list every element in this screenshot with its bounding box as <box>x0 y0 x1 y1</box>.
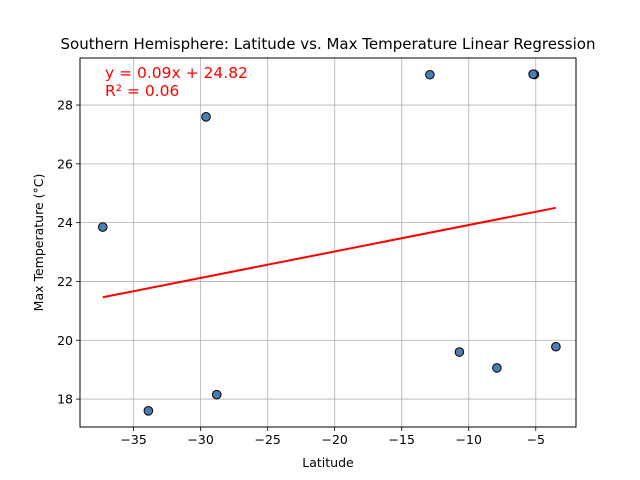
chart-title: Southern Hemisphere: Latitude vs. Max Te… <box>61 35 596 53</box>
x-tick-label: −25 <box>254 432 280 447</box>
x-tick-label: −15 <box>389 432 415 447</box>
x-tick-label: −30 <box>187 432 213 447</box>
x-ticks: −35 −30 −25 −20 −15 −10 −5 <box>120 427 545 447</box>
regression-layer <box>102 206 557 299</box>
x-tick-label: −5 <box>527 432 545 447</box>
x-tick-label: −35 <box>120 432 146 447</box>
data-point <box>143 406 154 416</box>
x-axis-label: Latitude <box>302 455 354 470</box>
data-point <box>454 347 465 357</box>
y-tick-label: 26 <box>57 156 73 171</box>
grid-lines <box>80 58 576 427</box>
y-tick-label: 22 <box>57 274 73 289</box>
x-tick-label: −20 <box>322 432 348 447</box>
y-axis-label: Max Temperature (°C) <box>31 174 46 312</box>
regression-line <box>102 206 557 299</box>
y-tick-label: 20 <box>57 333 73 348</box>
data-point <box>97 222 108 232</box>
data-point <box>425 69 435 80</box>
data-point <box>492 363 502 373</box>
regression-equation: y = 0.09x + 24.82 <box>105 64 248 82</box>
y-tick-label: 24 <box>57 215 73 230</box>
data-point <box>211 389 222 400</box>
plot-frame <box>79 57 577 428</box>
data-point <box>551 341 561 352</box>
data-point <box>201 112 211 122</box>
data-points <box>97 69 561 416</box>
regression-r-squared: R² = 0.06 <box>105 82 179 100</box>
y-ticks: 18 20 22 24 26 28 <box>57 98 80 407</box>
y-tick-label: 18 <box>57 392 73 407</box>
data-point <box>528 69 538 79</box>
y-tick-label: 28 <box>57 98 73 113</box>
x-tick-label: −10 <box>456 432 482 447</box>
